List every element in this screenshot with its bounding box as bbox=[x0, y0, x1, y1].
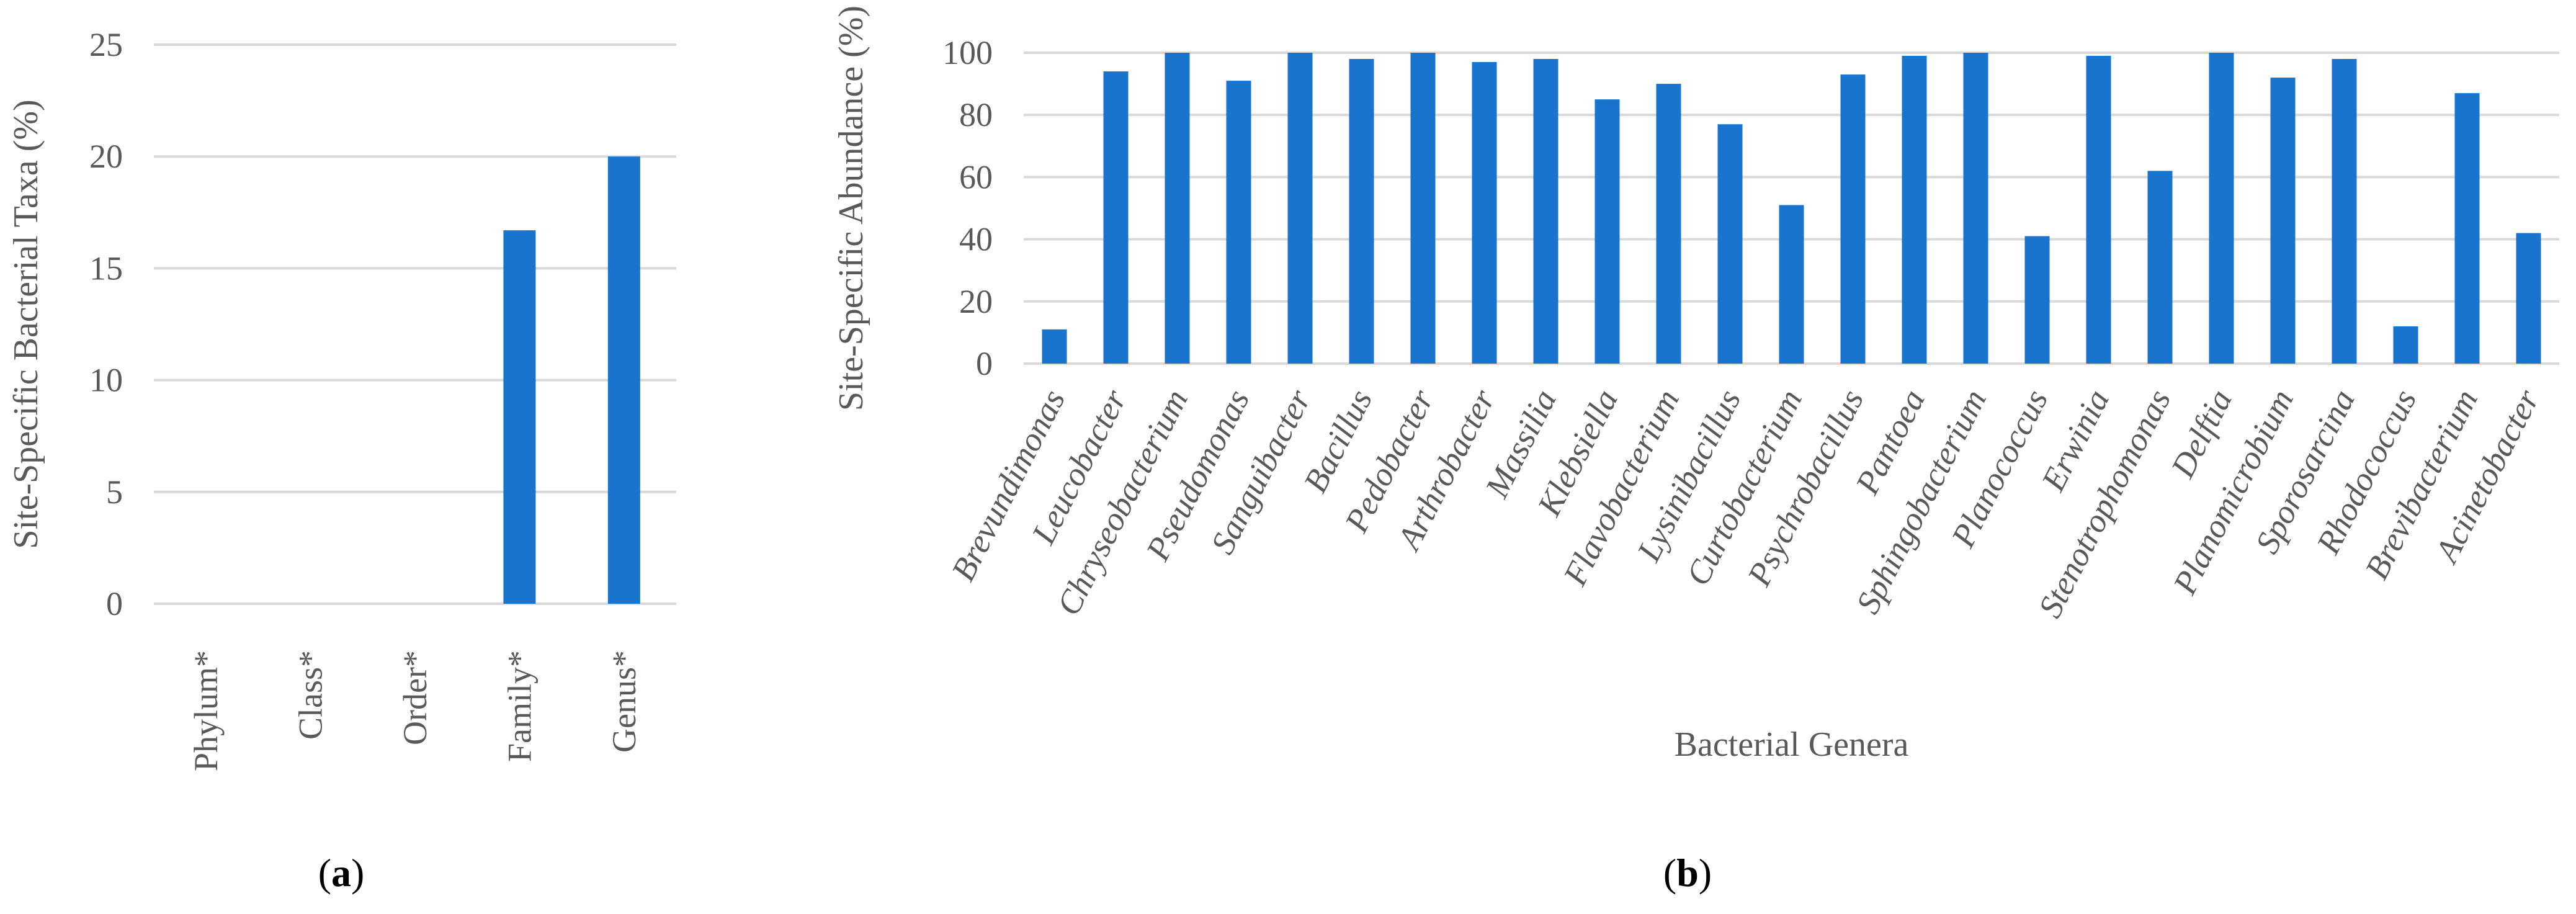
panel-a-y-tick-label: 15 bbox=[89, 249, 123, 287]
panel-b-bar bbox=[1656, 84, 1681, 364]
panel-a-y-tick-label: 25 bbox=[89, 26, 123, 63]
panel-a-y-tick-label: 5 bbox=[106, 473, 123, 511]
panel-b-bar bbox=[2209, 53, 2234, 364]
panel-b-y-tick-label: 60 bbox=[959, 158, 993, 195]
panel-b-bar bbox=[2086, 56, 2111, 364]
panel-b-bar bbox=[2516, 233, 2541, 364]
panel-a-chart: 0 5 10 15 20 25 Phylum* Class* Order* Family* Genu… bbox=[7, 26, 676, 895]
panel-b-bar bbox=[2024, 236, 2050, 364]
panel-a-x-tick-label: Family* bbox=[501, 650, 538, 762]
panel-b-y-tick-label: 20 bbox=[959, 283, 993, 320]
panel-b-bar bbox=[1533, 59, 1559, 364]
panel-a-y-tick-label: 20 bbox=[89, 138, 123, 175]
panel-b-y-axis-title: Site-Specific Abundance (%) bbox=[832, 6, 870, 411]
panel-b-bar bbox=[1902, 56, 1927, 364]
panel-b-x-axis-title: Bacterial Genera bbox=[1675, 725, 1909, 764]
panel-b-bar bbox=[1840, 74, 1866, 364]
panel-a-x-tick-label: Order* bbox=[396, 650, 434, 745]
panel-a-x-tick-label: Phylum* bbox=[187, 650, 225, 771]
panel-b-bar bbox=[1349, 59, 1374, 364]
panel-a-x-tick-label: Genus* bbox=[606, 650, 643, 753]
panel-b-bar bbox=[2454, 93, 2480, 364]
panel-a-y-tick-label: 0 bbox=[106, 585, 123, 622]
panel-b-bar bbox=[1287, 53, 1313, 364]
panel-b-bar bbox=[1410, 53, 1436, 364]
panel-a-bar bbox=[607, 156, 640, 604]
panel-a-y-tick-label: 10 bbox=[89, 362, 123, 399]
panel-b-y-tick-label: 0 bbox=[976, 345, 993, 382]
panel-b-bar bbox=[1472, 62, 1497, 364]
panel-b-bar bbox=[2147, 171, 2173, 364]
panel-a-y-axis-title: Site-Specific Bacterial Taxa (%) bbox=[7, 99, 45, 549]
panel-b-chart: 020406080100BrevundimonasLeucobacterChry… bbox=[832, 6, 2559, 895]
panel-b-bar bbox=[1717, 124, 1743, 364]
panel-b-panel-label: (b) bbox=[1663, 851, 1712, 895]
panel-b-bar bbox=[1963, 53, 1988, 364]
panel-b-bar bbox=[1042, 329, 1067, 364]
panel-b-bar bbox=[1226, 81, 1251, 364]
panel-a-x-tick-label: Class* bbox=[292, 650, 329, 740]
panel-b-bar bbox=[1594, 99, 1620, 364]
panel-b-bar bbox=[1779, 205, 1804, 364]
panel-b-y-tick-label: 80 bbox=[959, 96, 993, 133]
panel-b-bar bbox=[1165, 53, 1190, 364]
panel-b-bar bbox=[2393, 326, 2418, 364]
panel-b-y-tick-label: 40 bbox=[959, 221, 993, 258]
panel-b-bar bbox=[1103, 71, 1129, 364]
panel-b-bar bbox=[2332, 59, 2357, 364]
panel-a-bar bbox=[503, 230, 536, 604]
panel-a-panel-label: (a) bbox=[318, 851, 365, 895]
panel-b-bar bbox=[2270, 78, 2296, 364]
panel-b-y-tick-label: 100 bbox=[942, 34, 993, 71]
